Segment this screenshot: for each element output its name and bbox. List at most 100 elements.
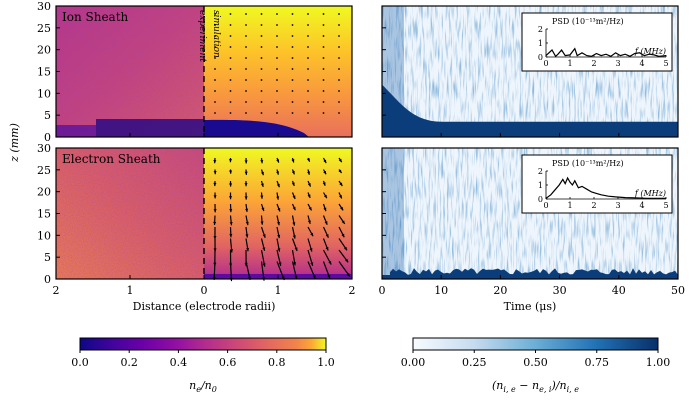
inset-y-tick-label: 2 [538, 167, 543, 176]
psd-inset: PSD (10⁻¹³m²/Hz) 0 1 2 0 1 2 3 4 5 f (MHz) [521, 12, 673, 72]
ion-velocity-dot [291, 46, 294, 48]
velocity-arrow-head [276, 196, 280, 200]
velocity-arrow-head [244, 196, 248, 200]
velocity-arrow-head [306, 158, 310, 162]
y-tick-label: 25 [37, 22, 51, 35]
velocity-arrow-head [308, 206, 312, 211]
inset-x-tick-label: 4 [639, 201, 644, 210]
ion-velocity-dot [229, 79, 232, 81]
y-tick-label: 15 [37, 66, 51, 79]
velocity-arrow-head [324, 221, 328, 225]
colorbar-tick-label: 0.2 [120, 356, 138, 369]
velocity-arrow-head [276, 171, 280, 175]
velocity-arrow-head [345, 258, 349, 263]
ion-velocity-dot [291, 101, 294, 103]
velocity-arrow-head [276, 159, 280, 163]
velocity-arrow-head [327, 275, 331, 279]
electron-sheath-floor-band [382, 275, 678, 279]
ion-velocity-dot [322, 35, 325, 37]
ion-velocity-dot [307, 79, 309, 81]
electron-sheath-spikes [390, 268, 678, 275]
velocity-arrow-head [244, 160, 248, 164]
colorbar-label-difference: (ni, e − ne, i)/ni, e [492, 379, 579, 394]
velocity-arrow-head [213, 160, 217, 164]
inset-x-tick-label: 4 [639, 59, 644, 68]
velocity-arrow-head [262, 234, 266, 238]
velocity-arrow-head [309, 248, 313, 252]
ion-sheath-band [382, 84, 678, 137]
velocity-arrow-head [212, 276, 216, 280]
annotation-experiment: experiment [197, 10, 207, 62]
colorbar-tick-label: 1.0 [317, 356, 335, 369]
ion-velocity-dot [229, 35, 232, 37]
velocity-arrow-head [228, 159, 233, 163]
ion-velocity-dot [214, 101, 216, 103]
inset-frame [521, 154, 673, 214]
inset-y-tick-label: 1 [538, 39, 543, 48]
velocity-arrow-head [229, 170, 233, 174]
ion-velocity-dot [245, 46, 247, 48]
colorbar-tick-label: 0.50 [523, 356, 548, 369]
ion-velocity-dot [276, 68, 278, 70]
ion-velocity-dot [322, 101, 325, 103]
ion-velocity-dot [214, 90, 216, 92]
ion-velocity-dot [291, 79, 294, 81]
inset-x-tick-label: 2 [591, 59, 596, 68]
ion-velocity-dot [229, 101, 232, 103]
y-tick-label: 30 [37, 142, 51, 155]
velocity-arrow-head [213, 195, 217, 199]
x-tick-label: 20 [493, 284, 507, 297]
ion-velocity-dot [322, 46, 325, 48]
y-axis-label: z (mm) [8, 123, 21, 163]
velocity-arrow-head [341, 220, 345, 224]
velocity-arrow-head [213, 235, 217, 240]
colorbar-tick-label: 1.00 [646, 356, 671, 369]
ion-velocity-dot [260, 13, 263, 15]
velocity-arrow-head [307, 194, 311, 198]
velocity-arrow-head [292, 222, 296, 226]
velocity-arrow-head [229, 196, 233, 200]
ion-velocity-dot [276, 90, 278, 92]
experiment-noise-texture [56, 6, 204, 137]
ion-velocity-dot [260, 24, 263, 26]
inset-x-tick-label: 5 [663, 59, 668, 68]
ion-velocity-dot [322, 90, 325, 92]
velocity-arrow-head [260, 171, 264, 176]
x-tick-label: 2 [53, 284, 60, 297]
ion-velocity-dot [338, 13, 340, 15]
colorbar-density [79, 337, 327, 351]
velocity-arrow-head [291, 170, 295, 175]
ion-velocity-dot [307, 57, 309, 59]
ion-velocity-dot [291, 57, 294, 59]
velocity-arrow-head [339, 182, 343, 187]
ion-velocity-dot [245, 112, 247, 114]
ion-sheath-simulation-field [204, 6, 352, 137]
y-tick-label: 0 [44, 273, 51, 286]
velocity-arrow-head [244, 183, 248, 187]
ion-velocity-dot [291, 90, 294, 92]
y-tick-label: 5 [44, 109, 51, 122]
velocity-arrow-shaft [276, 261, 285, 281]
velocity-arrow-head [229, 222, 233, 226]
velocity-arrow-head [322, 182, 326, 186]
ion-velocity-dot [307, 24, 309, 26]
velocity-arrow-head [260, 221, 264, 225]
x-axis-label-distance: Distance (electrode radii) [133, 300, 276, 313]
x-tick-label: 40 [612, 284, 626, 297]
colorbar-tick-label: 0.75 [585, 356, 610, 369]
inset-x-tick-label: 3 [615, 59, 620, 68]
colorbar-tick-label: 0.0 [71, 356, 89, 369]
ion-velocity-dot [214, 79, 216, 81]
ion-velocity-dot [276, 112, 278, 114]
y-tick-label: 25 [37, 164, 51, 177]
ion-velocity-dot [260, 35, 263, 37]
velocity-arrow-head [291, 159, 295, 163]
velocity-arrow-head [307, 220, 311, 224]
ion-velocity-dot [260, 79, 263, 81]
velocity-arrow-head [213, 209, 217, 213]
velocity-arrow-head [293, 262, 297, 266]
velocity-arrow-head [213, 170, 217, 175]
ion-velocity-dot [322, 112, 325, 114]
velocity-arrow-head [278, 262, 282, 266]
velocity-arrow-head [307, 171, 311, 175]
